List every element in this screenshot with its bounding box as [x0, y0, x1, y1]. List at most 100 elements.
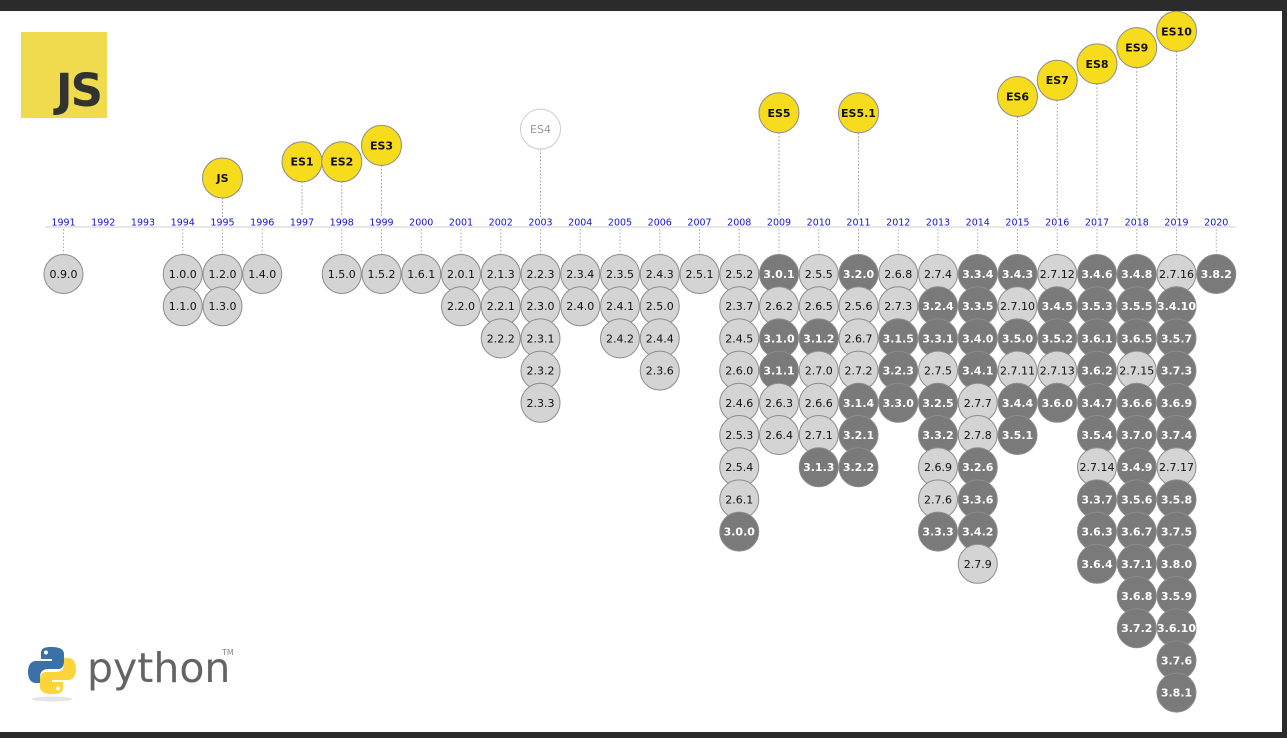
python-version-node: 3.3.3 — [918, 511, 958, 552]
python-version-bubble — [957, 543, 998, 584]
python-version-label: 1.2.0 — [209, 268, 237, 281]
python-version-node: 3.5.7 — [1156, 318, 1197, 359]
python-version-label: 3.5.7 — [1161, 332, 1192, 345]
js-release-label: ES5 — [767, 107, 790, 120]
python-version-label: 2.1.3 — [487, 268, 515, 281]
python-version-label: 2.7.1 — [805, 429, 833, 442]
python-version-node: 2.7.10 — [997, 286, 1038, 327]
python-version-label: 1.6.1 — [407, 268, 435, 281]
python-version-label: 3.5.0 — [1002, 332, 1034, 345]
python-version-node: 3.2.0 — [838, 254, 879, 294]
python-version-node: 3.2.1 — [838, 415, 879, 455]
python-version-label: 3.1.1 — [763, 365, 794, 378]
python-version-node: 2.6.8 — [878, 254, 919, 294]
python-version-label: 2.0.1 — [447, 268, 475, 281]
python-version-label: 2.6.2 — [765, 300, 793, 313]
python-version-label: 3.6.7 — [1121, 526, 1152, 539]
year-label: 2018 — [1125, 218, 1149, 229]
python-version-label: 3.0.0 — [724, 526, 756, 539]
python-version-label: 2.5.5 — [805, 268, 833, 281]
year-label: 2005 — [608, 218, 632, 229]
python-version-node: 2.7.9 — [957, 543, 998, 584]
python-version-node: 1.2.0 — [202, 254, 243, 294]
python-version-node: 3.6.8 — [1116, 576, 1157, 616]
python-version-node: 3.1.5 — [878, 318, 919, 359]
python-version-node: 3.6.9 — [1156, 382, 1197, 423]
python-version-label: 1.5.0 — [328, 268, 356, 281]
js-release-bubble — [1116, 27, 1158, 69]
javascript-logo-text: JS — [55, 64, 103, 117]
python-version-label: 2.7.6 — [924, 493, 952, 506]
python-version-label: 3.4.1 — [962, 365, 993, 378]
python-version-node: 3.5.6 — [1116, 479, 1157, 520]
python-version-label: 3.5.6 — [1121, 493, 1153, 506]
python-version-node: 2.6.0 — [719, 350, 760, 391]
python-version-label: 3.3.6 — [962, 493, 994, 506]
python-version-label: 2.4.0 — [566, 300, 594, 313]
python-version-node: 1.1.0 — [162, 286, 203, 327]
python-version-label: 3.2.0 — [843, 268, 875, 281]
python-version-label: 2.3.4 — [566, 268, 594, 281]
year-label: 2020 — [1204, 218, 1228, 229]
python-version-label: 3.1.2 — [803, 332, 834, 345]
python-version-node: 3.4.1 — [957, 350, 998, 391]
year-label: 2002 — [489, 218, 513, 229]
python-version-bubble — [162, 286, 203, 327]
python-version-bubble — [798, 447, 839, 488]
python-version-node: 2.7.1 — [798, 415, 839, 455]
python-version-node: 3.6.4 — [1077, 543, 1117, 584]
python-version-label: 2.7.11 — [1000, 365, 1035, 378]
python-version-node: 3.0.0 — [719, 511, 760, 552]
year-label: 1997 — [290, 218, 314, 229]
python-version-bubble — [401, 254, 442, 294]
python-version-node: 2.5.4 — [719, 447, 760, 488]
js-release-node: ES1 — [281, 141, 323, 183]
js-release-node: ES6 — [997, 76, 1038, 117]
python-version-node: 2.3.2 — [520, 350, 561, 391]
python-version-node: 3.2.3 — [878, 350, 919, 391]
python-version-bubble — [480, 318, 521, 359]
python-version-label: 3.8.2 — [1201, 268, 1232, 281]
year-label: 2013 — [926, 218, 950, 229]
python-version-label: 3.6.2 — [1081, 365, 1112, 378]
python-version-label: 2.3.5 — [606, 268, 634, 281]
python-version-bubble — [1116, 608, 1157, 649]
python-version-node: 2.6.7 — [838, 318, 879, 359]
js-release-label: JS — [215, 172, 228, 185]
python-version-node: 2.7.12 — [1037, 254, 1078, 294]
python-version-label: 2.4.3 — [646, 268, 674, 281]
python-version-label: 3.7.5 — [1161, 526, 1192, 539]
js-release-bubble — [1156, 10, 1197, 52]
python-version-label: 2.7.8 — [964, 429, 992, 442]
python-version-label: 0.9.0 — [50, 268, 78, 281]
python-version-label: 3.4.4 — [1002, 397, 1034, 410]
python-version-node: 3.2.5 — [918, 382, 958, 423]
python-version-label: 2.7.13 — [1040, 365, 1075, 378]
python-version-label: 3.4.10 — [1157, 300, 1196, 313]
js-release-bubble — [202, 157, 243, 199]
python-version-label: 3.8.1 — [1161, 687, 1192, 700]
js-release-bubble — [1076, 43, 1118, 85]
python-version-label: 3.2.5 — [922, 397, 953, 410]
js-release-bubble — [321, 141, 363, 183]
python-version-label: 3.7.3 — [1161, 365, 1192, 378]
python-version-node: 3.8.2 — [1196, 254, 1237, 294]
python-version-label: 2.7.7 — [964, 397, 992, 410]
python-version-label: 3.6.3 — [1081, 526, 1112, 539]
js-release-label: ES2 — [330, 156, 353, 169]
javascript-logo: JS — [21, 32, 107, 118]
python-version-bubble — [878, 382, 919, 423]
python-version-label: 3.5.1 — [1002, 429, 1033, 442]
python-version-node: 2.7.11 — [997, 350, 1038, 391]
python-version-node: 2.6.6 — [798, 382, 839, 423]
python-version-label: 2.2.0 — [447, 300, 475, 313]
python-version-label: 2.7.17 — [1159, 461, 1194, 474]
python-version-node: 3.5.9 — [1156, 576, 1197, 616]
python-version-label: 3.4.6 — [1081, 268, 1113, 281]
year-label: 1993 — [131, 218, 155, 229]
year-label: 2016 — [1045, 218, 1069, 229]
js-release-label: ES6 — [1006, 91, 1029, 104]
python-version-node: 3.7.2 — [1116, 608, 1157, 649]
python-version-bubble — [1077, 543, 1117, 584]
